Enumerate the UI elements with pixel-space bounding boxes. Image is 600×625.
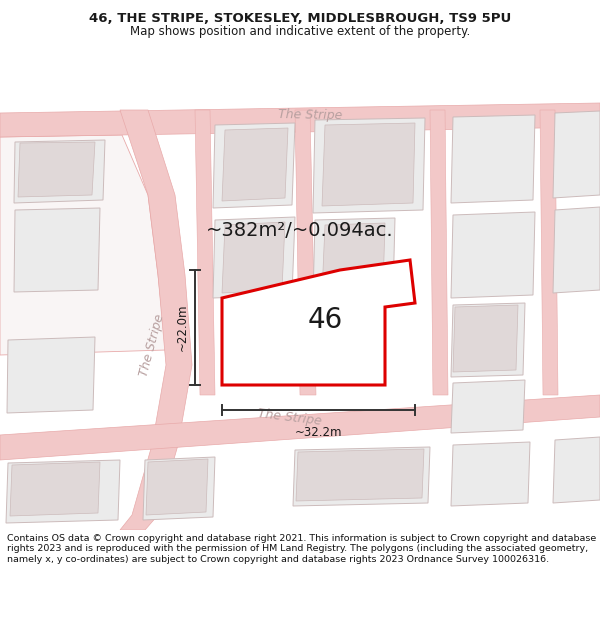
Text: ~32.2m: ~32.2m	[295, 426, 342, 439]
Polygon shape	[6, 460, 120, 523]
Polygon shape	[553, 437, 600, 503]
Polygon shape	[451, 303, 525, 377]
Polygon shape	[18, 142, 95, 197]
Polygon shape	[295, 110, 316, 395]
Text: The Stripe: The Stripe	[257, 407, 323, 428]
Polygon shape	[553, 111, 600, 198]
Polygon shape	[222, 260, 415, 385]
Polygon shape	[553, 207, 600, 293]
Polygon shape	[213, 217, 295, 298]
Polygon shape	[14, 208, 100, 292]
Polygon shape	[195, 110, 215, 395]
Polygon shape	[451, 212, 535, 298]
Polygon shape	[213, 123, 295, 208]
Text: The Stripe: The Stripe	[278, 108, 342, 122]
Text: Map shows position and indicative extent of the property.: Map shows position and indicative extent…	[130, 26, 470, 39]
Polygon shape	[453, 305, 518, 372]
Text: 46, THE STRIPE, STOKESLEY, MIDDLESBROUGH, TS9 5PU: 46, THE STRIPE, STOKESLEY, MIDDLESBROUGH…	[89, 12, 511, 25]
Text: ~22.0m: ~22.0m	[176, 304, 188, 351]
Polygon shape	[0, 135, 120, 310]
Polygon shape	[451, 380, 525, 433]
Polygon shape	[120, 110, 192, 530]
Polygon shape	[322, 123, 415, 206]
Polygon shape	[7, 337, 95, 413]
Polygon shape	[451, 442, 530, 506]
Polygon shape	[322, 223, 385, 293]
Polygon shape	[0, 103, 600, 137]
Polygon shape	[146, 459, 208, 515]
Polygon shape	[430, 110, 448, 395]
Polygon shape	[313, 218, 395, 298]
Polygon shape	[540, 110, 558, 395]
Text: ~382m²/~0.094ac.: ~382m²/~0.094ac.	[206, 221, 394, 239]
Polygon shape	[293, 447, 430, 506]
Polygon shape	[296, 449, 424, 501]
Polygon shape	[14, 140, 105, 203]
Text: 46: 46	[307, 306, 343, 334]
Text: The Stripe: The Stripe	[137, 312, 167, 378]
Polygon shape	[313, 118, 425, 213]
Text: Contains OS data © Crown copyright and database right 2021. This information is : Contains OS data © Crown copyright and d…	[7, 534, 596, 564]
Polygon shape	[10, 462, 100, 516]
Polygon shape	[143, 457, 215, 520]
Polygon shape	[0, 395, 600, 460]
Polygon shape	[222, 222, 285, 293]
Polygon shape	[451, 115, 535, 203]
Polygon shape	[0, 135, 166, 355]
Polygon shape	[222, 128, 288, 201]
